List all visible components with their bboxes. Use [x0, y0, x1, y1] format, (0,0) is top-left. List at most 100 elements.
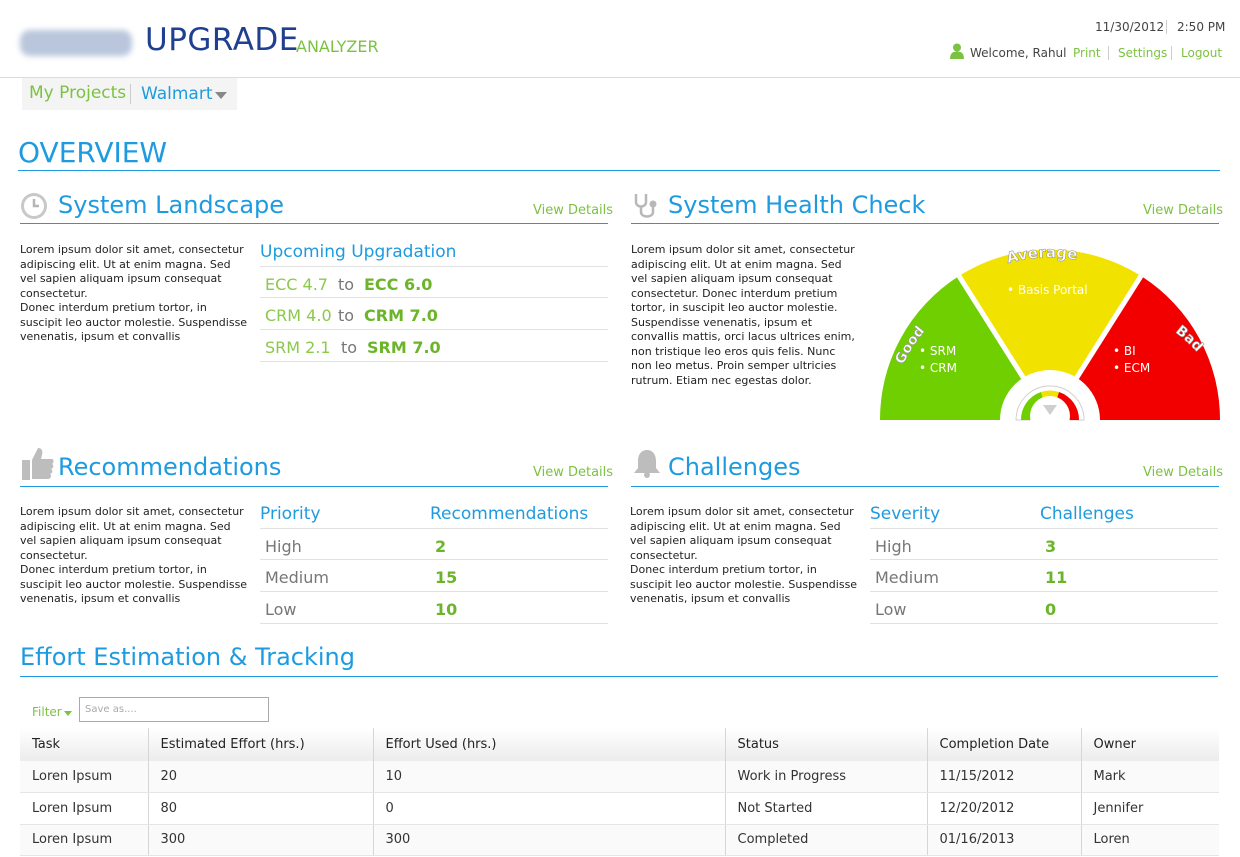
landscape-view-details-link[interactable]: View Details [533, 203, 614, 218]
upgrade-to-word: to [341, 338, 358, 357]
table-row[interactable]: Loren Ipsum 300 300 Completed 01/16/2013… [20, 824, 1219, 856]
save-as-input[interactable] [79, 697, 269, 722]
upgrade-from: ECC 4.7 [265, 275, 328, 294]
effort-used-cell: 10 [373, 761, 726, 793]
divider [20, 223, 608, 224]
column-header-owner[interactable]: Owner [1081, 728, 1219, 761]
chevron-down-icon[interactable] [64, 711, 72, 716]
task-cell: Loren Ipsum [20, 792, 149, 825]
header-divider [1166, 20, 1167, 34]
estimated-effort-cell: 80 [148, 792, 374, 825]
header-date: 11/30/2012 [1095, 20, 1165, 34]
gauge-bad-item: • BI [1113, 344, 1136, 358]
column-header-estimated-effort[interactable]: Estimated Effort (hrs.) [148, 728, 374, 761]
gauge-bad-segment [1050, 276, 1221, 420]
estimated-effort-cell: 20 [148, 761, 374, 793]
gauge-good-item: • SRM [919, 344, 956, 358]
section-title-landscape: System Landscape [58, 191, 285, 219]
upgrade-to-word: to [338, 306, 355, 325]
project-selector[interactable]: Walmart [141, 84, 213, 104]
effort-used-cell: 0 [373, 792, 726, 825]
header-time: 2:50 PM [1177, 20, 1226, 34]
header-divider [1171, 46, 1172, 60]
stethoscope-icon [634, 194, 657, 218]
severity-label: High [875, 537, 912, 556]
chevron-down-icon[interactable] [215, 92, 227, 99]
divider [260, 528, 608, 529]
settings-link[interactable]: Settings [1118, 46, 1168, 60]
health-view-details-link[interactable]: View Details [1143, 203, 1224, 218]
divider [631, 223, 1219, 224]
project-nav: My Projects Walmart [22, 78, 237, 110]
upgrade-to: ECC 6.0 [364, 275, 433, 294]
priority-label: Medium [265, 568, 329, 587]
challenge-count: 11 [1045, 568, 1068, 587]
challenge-count: 0 [1045, 600, 1057, 619]
upgrade-to-word: to [338, 275, 355, 294]
gauge-bad-item: • ECM [1113, 361, 1150, 375]
brand-subtitle: ANALYZER [296, 37, 379, 56]
divider [870, 528, 1218, 529]
my-projects-link[interactable]: My Projects [29, 83, 127, 103]
logout-link[interactable]: Logout [1181, 46, 1223, 60]
owner-cell: Loren [1081, 824, 1219, 856]
divider [260, 623, 608, 624]
effort-table: Task Estimated Effort (hrs.) Effort Used… [20, 728, 1219, 856]
owner-cell: Jennifer [1081, 792, 1219, 825]
divider [20, 676, 1218, 677]
upcoming-upgradation-title: Upcoming Upgradation [260, 242, 457, 262]
effort-used-cell: 300 [373, 824, 726, 856]
divider [260, 559, 608, 560]
divider [18, 170, 1220, 171]
priority-label: High [265, 537, 302, 556]
divider [260, 266, 608, 267]
table-row[interactable]: Loren Ipsum 80 0 Not Started 12/20/2012 … [20, 792, 1219, 825]
print-link[interactable]: Print [1073, 46, 1101, 60]
recommendation-count: 2 [435, 537, 447, 556]
priority-label: Low [265, 600, 297, 619]
completion-date-cell: 01/16/2013 [927, 824, 1082, 856]
recommendations-column-header: Recommendations [430, 504, 589, 524]
divider [870, 591, 1218, 592]
upgrade-to: SRM 7.0 [367, 338, 441, 357]
recommendations-view-details-link[interactable]: View Details [533, 465, 614, 480]
table-row[interactable]: Loren Ipsum 20 10 Work in Progress 11/15… [20, 761, 1219, 793]
table-header-row: Task Estimated Effort (hrs.) Effort Used… [20, 728, 1219, 761]
company-logo [20, 30, 132, 56]
column-header-effort-used[interactable]: Effort Used (hrs.) [373, 728, 726, 761]
task-cell: Loren Ipsum [20, 824, 149, 856]
divider [260, 297, 608, 298]
divider [20, 486, 608, 487]
gauge-average-item: • Basis Portal [1007, 283, 1088, 297]
landscape-description: Lorem ipsum dolor sit amet, consectetur … [20, 243, 248, 343]
column-header-completion-date[interactable]: Completion Date [927, 728, 1082, 761]
column-header-status[interactable]: Status [725, 728, 928, 761]
thumbs-up-icon [22, 448, 54, 480]
challenges-description: Lorem ipsum dolor sit amet, consectetur … [630, 505, 858, 605]
challenges-column-header: Challenges [1040, 504, 1134, 524]
gauge-good-item: • CRM [919, 361, 957, 375]
priority-column-header: Priority [260, 504, 321, 524]
severity-column-header: Severity [870, 504, 941, 524]
bell-icon [634, 450, 660, 478]
estimated-effort-cell: 300 [148, 824, 374, 856]
recommendations-description: Lorem ipsum dolor sit amet, consectetur … [20, 505, 248, 605]
completion-date-cell: 12/20/2012 [927, 792, 1082, 825]
health-gauge: Good Average Bad • SRM • CRM • Basis Por… [877, 243, 1223, 425]
upgrade-from: SRM 2.1 [265, 338, 331, 357]
owner-cell: Mark [1081, 761, 1219, 793]
app-header: UPGRADE ANALYZER 11/30/2012 2:50 PM Welc… [0, 0, 1240, 78]
challenges-view-details-link[interactable]: View Details [1143, 465, 1224, 480]
user-icon [950, 43, 964, 59]
section-title-health: System Health Check [668, 191, 926, 219]
divider [260, 361, 608, 362]
status-cell: Not Started [725, 792, 928, 825]
filter-button[interactable]: Filter [32, 705, 62, 719]
status-cell: Completed [725, 824, 928, 856]
column-header-task[interactable]: Task [20, 728, 149, 761]
welcome-text: Welcome, Rahul [970, 46, 1067, 60]
section-title-recommendations: Recommendations [58, 453, 282, 481]
clock-icon [21, 193, 47, 219]
upgrade-from: CRM 4.0 [265, 306, 332, 325]
section-title-effort: Effort Estimation & Tracking [20, 643, 355, 671]
